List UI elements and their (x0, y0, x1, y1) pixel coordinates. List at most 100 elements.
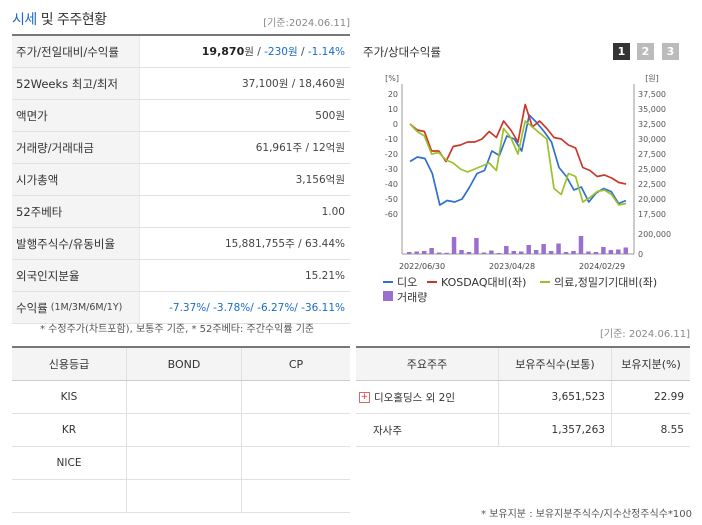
column-header: 신용등급 (12, 347, 127, 381)
quote-row-foreign: 외국인지분율 15.21% (12, 260, 350, 292)
volume-bar (623, 247, 629, 254)
series-line-2 (409, 120, 627, 206)
right-axis-tick: 35,000 (638, 105, 666, 114)
holders-note: * 보유지분 : 보유지분주식수/지수산정주식수*100 (481, 509, 692, 520)
volume-bar (496, 253, 502, 254)
right-axis-tick: 22,500 (638, 180, 666, 189)
holder-name: 자사주 (356, 413, 499, 447)
left-axis-tick: 20 (388, 90, 398, 99)
volume-bar (526, 245, 531, 254)
left-axis-tick: -30 (385, 165, 398, 174)
quote-value: 500원 (315, 110, 345, 122)
quote-table: 주가/전일대비/수익률 19,870원 / -230원 / -1.14% 52W… (12, 34, 350, 324)
price-chart: [%] [원] 20 37,500 10 35,000 0 32,500 -10 30,000 -2… (383, 74, 671, 304)
legend-label: 의료,정밀기기대비(좌) (554, 276, 657, 289)
volume-bar (421, 251, 427, 254)
volume-bar (601, 247, 606, 254)
holder-name[interactable]: 디오홀딩스 외 2인 (374, 391, 455, 404)
volume-bar (616, 249, 621, 254)
quote-label: 시가총액 (12, 164, 140, 195)
quote-row-price: 주가/전일대비/수익률 19,870원 / -230원 / -1.14% (12, 36, 350, 68)
volume-bar (429, 248, 434, 254)
legend-label: 디오 (397, 276, 417, 289)
chart-page-2-button[interactable]: 2 (637, 43, 654, 60)
volume-axis-tick: 200,000 (638, 230, 671, 239)
chart-page-3-button[interactable]: 3 (662, 43, 679, 60)
price-change: -230원 (264, 46, 298, 58)
quote-value: 3,156억원 (295, 174, 345, 186)
left-axis-tick: -60 (385, 210, 398, 219)
right-axis-tick: 32,500 (638, 120, 666, 129)
right-axis-tick: 37,500 (638, 90, 666, 99)
quote-value: 37,100원 / 18,460원 (241, 78, 345, 90)
quote-label: 발행주식수/유동비율 (12, 228, 140, 259)
volume-bar (444, 252, 449, 254)
legend-swatch (383, 291, 393, 301)
volume-bar (541, 244, 546, 254)
series-line-0 (409, 114, 627, 206)
quote-row-market-cap: 시가총액 3,156억원 (12, 164, 350, 196)
price-change-rate: -1.14% (307, 46, 345, 58)
volume-bar (466, 252, 472, 254)
volume-bar (436, 252, 442, 254)
as-of-date: [기준:2024.06.11] (263, 18, 350, 29)
table-header-row: 신용등급 BOND CP (12, 347, 350, 381)
quote-row-volume: 거래량/거래대금 61,961주 / 12억원 (12, 132, 350, 164)
quote-label: 외국인지분율 (12, 260, 140, 291)
column-header: 보유지분(%) (611, 347, 690, 381)
quote-label: 거래량/거래대금 (12, 132, 140, 163)
volume-bar (519, 251, 524, 254)
column-header: 보유주식수(보통) (498, 347, 612, 381)
quote-label: 52주베타 (12, 196, 140, 227)
page-title: 시세 및 주주현황 (12, 12, 107, 28)
quote-value: 19,870원 / -230원 / -1.14% (201, 45, 345, 58)
quote-value: 15.21% (304, 269, 345, 282)
quote-row-par-value: 액면가 500원 (12, 100, 350, 132)
left-axis-tick: -50 (385, 195, 398, 204)
credit-rating-table: 신용등급 BOND CP KIS KR NICE (12, 346, 350, 513)
quote-label: 액면가 (12, 100, 140, 131)
volume-bar (548, 251, 554, 254)
volume-bar (489, 250, 494, 254)
volume-bar (593, 252, 599, 254)
quote-value: 61,961주 / 12억원 (255, 142, 345, 154)
volume-bar (414, 251, 419, 254)
left-axis-tick: -20 (385, 150, 398, 159)
quote-row-returns: 수익률 (1M/3M/6M/1Y) -7.37%/ -3.78%/ -6.27%/… (12, 292, 350, 324)
volume-bar (556, 243, 561, 254)
volume-bar (578, 236, 584, 254)
left-axis-tick: 10 (388, 105, 398, 114)
table-row: NICE (12, 446, 350, 480)
column-header: CP (241, 347, 350, 381)
volume-bar (504, 246, 509, 254)
legend-label: 거래량 (397, 291, 427, 304)
right-axis-tick: 25,000 (638, 165, 666, 174)
quote-label: 52Weeks 최고/최저 (12, 68, 140, 99)
x-axis-tick: 2024/02/29 (579, 262, 625, 271)
quote-value: -7.37%/ -3.78%/ -6.27%/ -36.11% (169, 301, 345, 314)
volume-bar (571, 251, 576, 254)
volume-bar (459, 250, 464, 254)
expand-icon[interactable]: + (359, 392, 370, 403)
column-header: 주요주주 (356, 347, 499, 381)
quote-row-beta: 52주베타 1.00 (12, 196, 350, 228)
volume-bar (474, 238, 479, 254)
table-row: KR (12, 413, 350, 447)
quote-note: * 수정주가(차트포함), 보통주 기준, * 52주베타: 주간수익률 기준 (40, 324, 315, 335)
holders-as-of-date: [기준: 2024.06.11] (599, 329, 690, 340)
table-row (12, 479, 350, 513)
right-axis-label: [원] (645, 74, 659, 83)
right-axis-tick: 17,500 (638, 210, 666, 219)
volume-bar (563, 252, 569, 254)
table-header-row: 주요주주 보유주식수(보통) 보유지분(%) (356, 347, 690, 381)
quote-value: 1.00 (321, 205, 345, 218)
quote-row-shares: 발행주식수/유동비율 15,881,755주 / 63.44% (12, 228, 350, 260)
chart-page-1-button[interactable]: 1 (613, 43, 630, 60)
quote-row-52week: 52Weeks 최고/최저 37,100원 / 18,460원 (12, 68, 350, 100)
series-line-1 (409, 103, 627, 185)
quote-value: 15,881,755주 / 63.44% (224, 238, 345, 250)
left-axis-tick: 0 (393, 120, 398, 129)
volume-bar (451, 237, 457, 254)
right-axis-tick: 27,500 (638, 150, 666, 159)
x-axis-tick: 2022/06/30 (399, 262, 445, 271)
